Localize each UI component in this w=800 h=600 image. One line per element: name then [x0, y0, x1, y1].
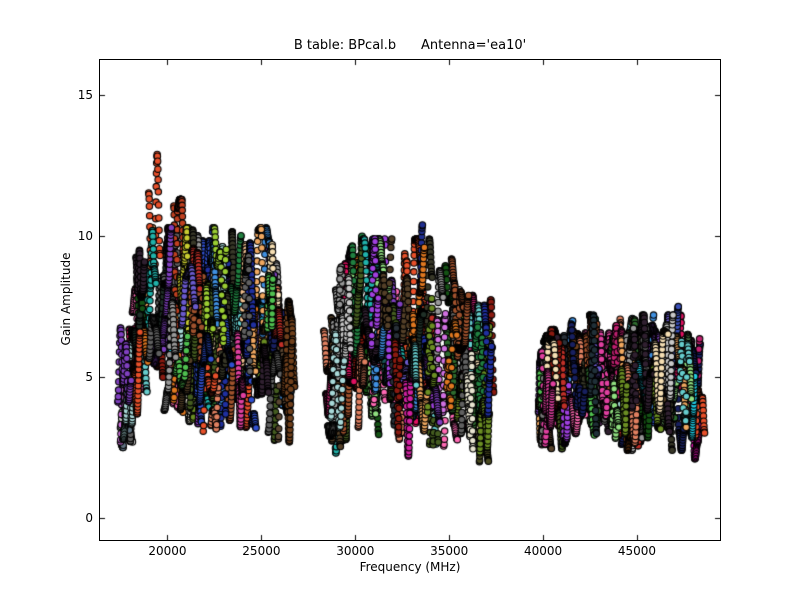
x-tick-label: 35000 [430, 544, 469, 558]
y-axis-label: Gain Amplitude [59, 252, 73, 346]
scatter-canvas [100, 60, 720, 540]
x-tick-label: 30000 [336, 544, 375, 558]
x-axis-label: Frequency (MHz) [359, 560, 461, 574]
y-tick-label: 0 [85, 511, 93, 525]
x-tick-label: 25000 [242, 544, 281, 558]
y-tick-label: 15 [77, 88, 93, 103]
x-tick-label: 40000 [523, 544, 563, 558]
plot-area [99, 59, 721, 541]
chart-title: B table: BPcal.b Antenna='ea10' [293, 38, 527, 53]
x-tick-label: 20000 [148, 544, 187, 558]
y-tick-label: 5 [85, 370, 93, 385]
y-tick-label: 10 [77, 229, 93, 244]
x-tick-label: 45000 [617, 544, 657, 558]
